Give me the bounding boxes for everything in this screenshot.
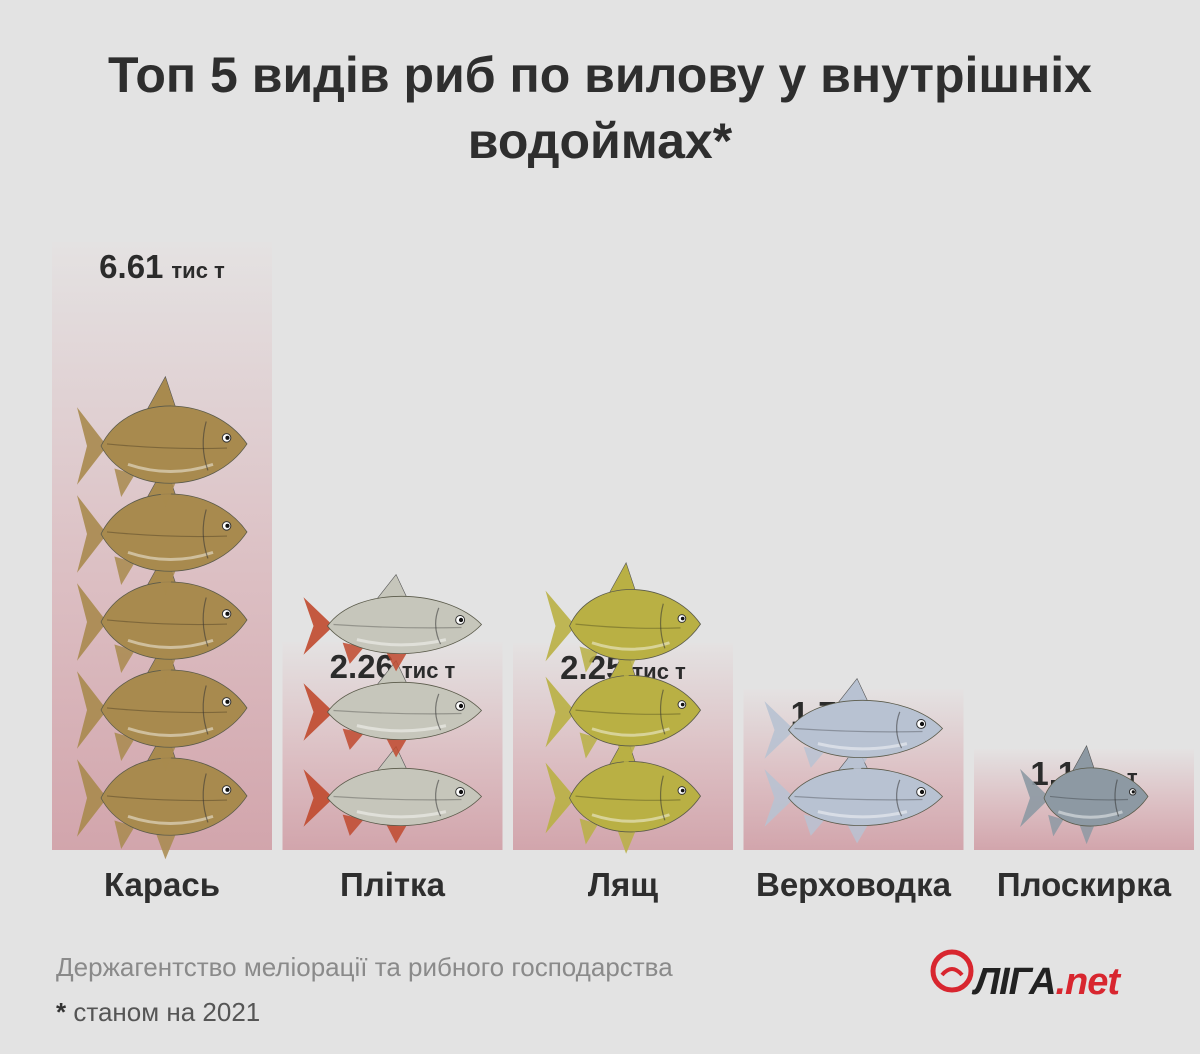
bleak-icon (764, 745, 944, 844)
white-bream-icon (1020, 745, 1149, 845)
roach-icon (303, 659, 483, 758)
liga-logo-mark-icon (930, 949, 974, 993)
bream-icon (545, 648, 701, 768)
bleak-icon (764, 677, 944, 776)
source-note: Держагентство меліорації та рибного госп… (56, 952, 673, 982)
fish-stack-2 (303, 573, 483, 844)
bream-icon (545, 734, 701, 854)
category-label-4: Верховодка (756, 866, 952, 903)
note-star: * (56, 997, 67, 1027)
liga-logo-text: ЛІГА.net (974, 961, 1121, 1004)
value-label-1: 6.61 тис т (99, 248, 225, 285)
crucian-carp-icon (77, 727, 248, 860)
category-label-2: Плітка (340, 866, 446, 903)
logo-name: ЛІГА (974, 961, 1056, 1003)
crucian-carp-icon (77, 639, 248, 772)
fish-stack-5 (1020, 745, 1149, 845)
crucian-carp-icon (77, 375, 248, 508)
logo-suffix: .net (1055, 961, 1121, 1003)
crucian-carp-icon (77, 463, 248, 596)
category-label-1: Карась (104, 866, 220, 903)
year-note: * станом на 2021 (56, 997, 260, 1028)
bream-icon (545, 562, 701, 682)
fish-stack-3 (545, 562, 701, 854)
category-label-3: Лящ (588, 866, 658, 903)
roach-icon (303, 573, 483, 672)
fish-stack-4 (764, 677, 944, 844)
chart-title: Топ 5 видів риб по вилову у внутрішніх в… (107, 47, 1092, 169)
roach-icon (303, 745, 483, 844)
liga-logo[interactable]: ЛІГА.net (930, 945, 1160, 1015)
fish-stack-1 (77, 375, 248, 860)
category-label-5: Плоскирка (997, 866, 1172, 903)
note-text: станом на 2021 (73, 997, 261, 1027)
